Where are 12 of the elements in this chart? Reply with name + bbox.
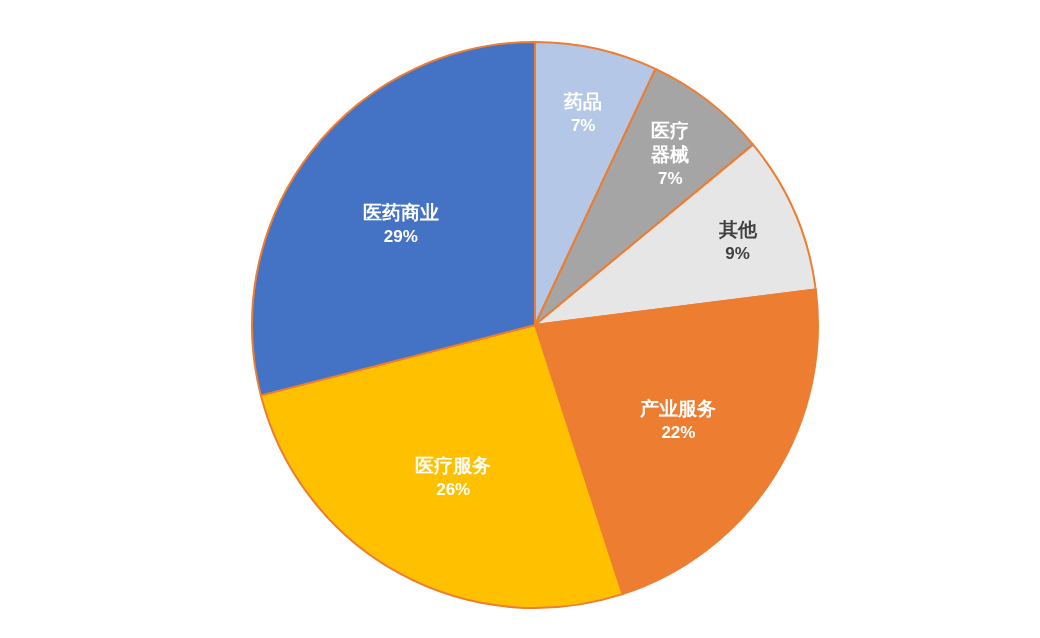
slice-label: 产业服务	[639, 397, 717, 419]
data-label: 26%	[436, 480, 471, 500]
data-label: 7%	[658, 169, 683, 189]
data-label: 7%	[570, 116, 596, 136]
data-label: 9%	[725, 243, 750, 263]
slice-label: 医药商业	[362, 202, 439, 224]
data-label: 29%	[383, 227, 418, 247]
slice-label: 药品	[563, 91, 603, 113]
data-label: 22%	[661, 422, 696, 442]
slice-label: 其他	[717, 218, 758, 240]
slice-label: 医疗服务	[415, 455, 492, 477]
slice-label: 医疗器械	[651, 120, 690, 166]
